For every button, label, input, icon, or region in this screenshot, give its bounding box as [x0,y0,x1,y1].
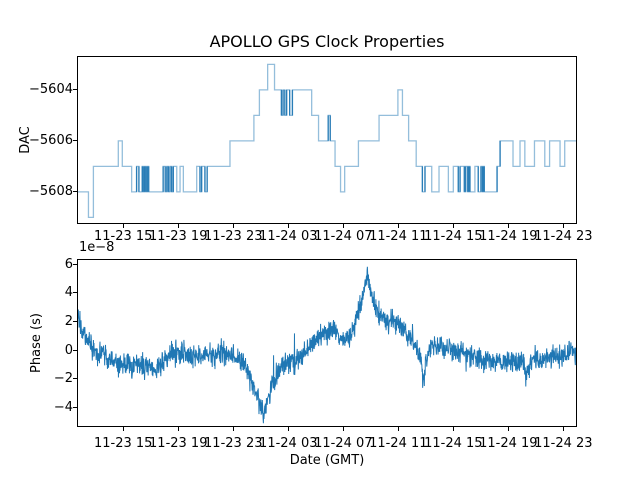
x-tick-label: 11-23 15 [94,436,153,451]
x-tick-label: 11-23 19 [149,436,208,451]
y-tick-mark [73,406,77,408]
y-tick-label: −2 [53,371,73,387]
x-tick-label: 11-23 15 [94,229,153,244]
x-tick-label: 11-23 19 [149,229,208,244]
x-tick-mark [397,427,399,431]
x-tick-label: 11-24 15 [424,436,483,451]
phase-noise-path [78,266,576,424]
phase-plot-area [77,259,577,427]
x-tick-mark [122,224,124,228]
x-tick-label: 11-24 15 [424,229,483,244]
phase-series-line [78,266,576,424]
dac-plot-area [77,56,577,224]
y-tick-label: 6 [64,256,73,272]
x-axis-label: Date (GMT) [289,453,365,468]
x-tick-mark [562,427,564,431]
x-tick-label: 11-24 07 [314,229,373,244]
x-tick-label: 11-24 19 [479,229,538,244]
x-tick-label: 11-24 19 [479,436,538,451]
y-axis-offset-label: 1e−8 [79,240,115,255]
y-tick-label: 2 [64,313,73,329]
x-tick-label: 11-24 03 [259,229,318,244]
y-tick-label: −5604 [29,82,73,98]
x-tick-label: 11-24 11 [369,229,428,244]
y-tick-mark [73,349,77,351]
x-tick-mark [507,427,509,431]
x-tick-mark [562,224,564,228]
x-tick-mark [287,224,289,228]
x-tick-label: 11-24 11 [369,436,428,451]
y-tick-label: 0 [64,342,73,358]
x-tick-mark [397,224,399,228]
x-tick-label: 11-24 03 [259,436,318,451]
x-tick-mark [342,427,344,431]
y-tick-label: 4 [64,285,73,301]
x-tick-label: 11-24 07 [314,436,373,451]
x-tick-label: 11-24 23 [534,436,593,451]
x-tick-mark [452,427,454,431]
y-tick-mark [73,292,77,294]
x-tick-mark [287,427,289,431]
y-tick-mark [73,320,77,322]
x-tick-mark [452,224,454,228]
x-tick-mark [232,224,234,228]
x-tick-mark [507,224,509,228]
x-tick-mark [177,224,179,228]
x-tick-mark [232,427,234,431]
y-tick-label: −4 [53,399,73,415]
dac-series-line [78,63,576,219]
y-tick-mark [73,378,77,380]
dac-step-dark-transitions [135,89,501,192]
x-tick-label: 11-23 23 [204,229,263,244]
y-tick-mark [73,263,77,265]
y-tick-mark [73,191,77,193]
x-tick-mark [122,427,124,431]
dac-step-path [78,63,576,219]
chart-title: APOLLO GPS Clock Properties [209,32,445,51]
y-tick-mark [73,140,77,142]
y-tick-mark [73,89,77,91]
x-tick-label: 11-24 23 [534,229,593,244]
y-tick-label: −5608 [29,184,73,200]
y-tick-label: −5606 [29,133,73,149]
x-tick-mark [177,427,179,431]
x-tick-mark [342,224,344,228]
x-tick-label: 11-23 23 [204,436,263,451]
